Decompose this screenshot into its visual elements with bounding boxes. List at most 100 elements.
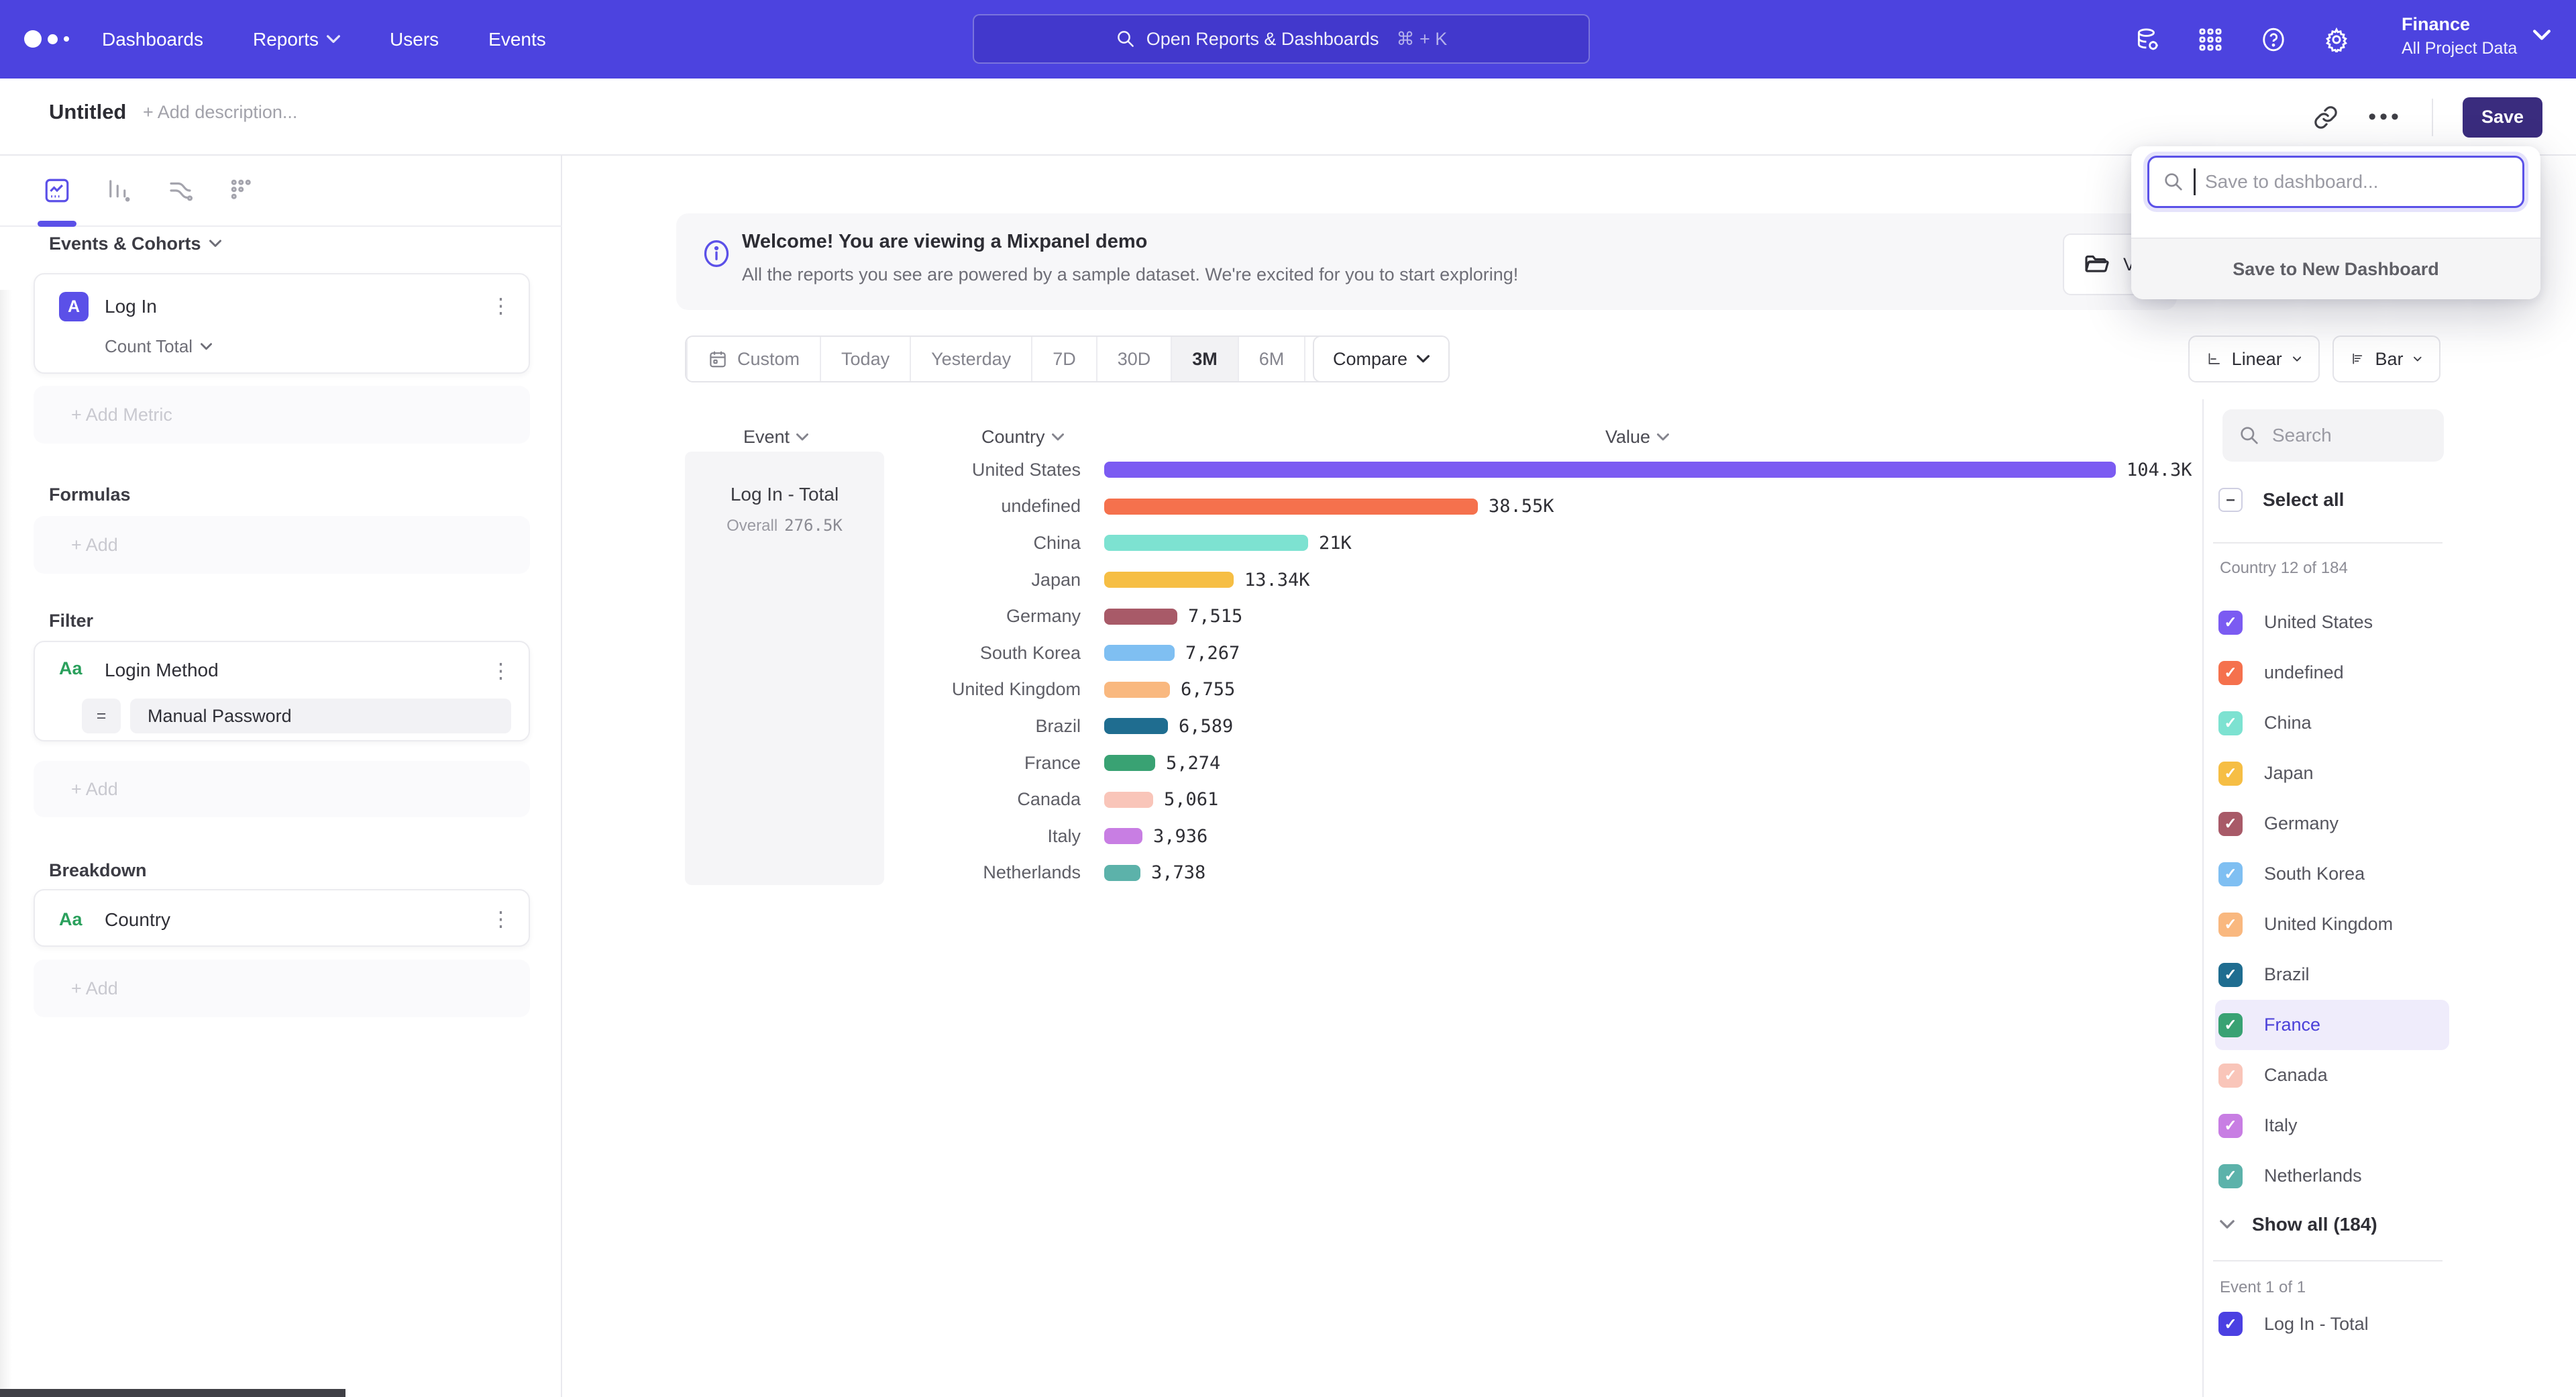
country-column-header[interactable]: Country: [981, 427, 1064, 448]
global-search-button[interactable]: Open Reports & Dashboards ⌘ + K: [973, 14, 1590, 64]
date-range-segment[interactable]: 30D: [1096, 337, 1171, 381]
apps-grid-icon[interactable]: [2196, 25, 2224, 54]
country-filter-row[interactable]: ✓ France: [2215, 1000, 2449, 1050]
add-formula-button[interactable]: + Add: [34, 516, 530, 574]
save-dashboard-search-input[interactable]: Save to dashboard...: [2147, 156, 2524, 208]
checked-checkbox[interactable]: ✓: [2218, 812, 2243, 836]
checked-checkbox[interactable]: ✓: [2218, 1312, 2243, 1336]
bar[interactable]: [1104, 682, 1170, 698]
date-range-segment[interactable]: 3M: [1171, 337, 1238, 381]
breakdown-property-name[interactable]: Country: [105, 909, 170, 931]
filter-operator[interactable]: =: [82, 698, 121, 733]
bar[interactable]: [1104, 755, 1155, 771]
events-cohorts-heading[interactable]: Events & Cohorts: [0, 234, 562, 254]
bar[interactable]: [1104, 865, 1140, 881]
checked-checkbox[interactable]: ✓: [2218, 913, 2243, 937]
bar-value-label: 3,738: [1151, 862, 1205, 883]
copy-link-icon[interactable]: [2313, 105, 2339, 130]
checked-checkbox[interactable]: ✓: [2218, 1164, 2243, 1188]
country-filter-row[interactable]: ✓ Brazil: [2204, 949, 2576, 1000]
mixpanel-logo-icon[interactable]: [24, 25, 98, 52]
country-filter-row[interactable]: ✓ Netherlands: [2204, 1151, 2576, 1201]
checked-checkbox[interactable]: ✓: [2218, 1064, 2243, 1088]
bar[interactable]: [1104, 828, 1142, 844]
chevron-down-icon[interactable]: [2533, 30, 2551, 45]
breakdown-kebab-menu[interactable]: ⋮: [490, 908, 511, 931]
metric-aggregation[interactable]: Count Total: [105, 336, 212, 357]
checked-checkbox[interactable]: ✓: [2218, 611, 2243, 635]
checked-checkbox[interactable]: ✓: [2218, 762, 2243, 786]
report-title[interactable]: Untitled: [49, 100, 126, 124]
save-to-new-dashboard-button[interactable]: Save to New Dashboard: [2131, 238, 2540, 299]
more-options-button[interactable]: •••: [2368, 104, 2402, 130]
bar[interactable]: [1104, 792, 1153, 808]
metric-card[interactable]: A Log In ⋮ Count Total: [34, 273, 530, 374]
checked-checkbox[interactable]: ✓: [2218, 661, 2243, 685]
date-range-segment[interactable]: Today: [820, 337, 910, 381]
country-filter-row[interactable]: ✓ Canada: [2204, 1050, 2576, 1100]
project-switcher[interactable]: Finance All Project Data: [2402, 11, 2517, 59]
bar[interactable]: [1104, 499, 1478, 515]
checked-checkbox[interactable]: ✓: [2218, 1013, 2243, 1037]
checked-checkbox[interactable]: ✓: [2218, 862, 2243, 886]
checked-checkbox[interactable]: ✓: [2218, 1114, 2243, 1138]
country-filter-row[interactable]: ✓ Japan: [2204, 748, 2576, 798]
country-filter-row[interactable]: ✓ China: [2204, 698, 2576, 748]
country-filter-row[interactable]: ✓ United Kingdom: [2204, 899, 2576, 949]
breakdown-section: Breakdown: [0, 860, 562, 881]
bar[interactable]: [1104, 645, 1175, 661]
country-filter-row[interactable]: ✓ Germany: [2204, 798, 2576, 849]
select-all-checkbox[interactable]: –: [2218, 488, 2243, 512]
nav-item[interactable]: Events: [488, 29, 546, 50]
show-all-toggle[interactable]: Show all (184): [2220, 1208, 2377, 1241]
country-filter-row[interactable]: ✓ undefined: [2204, 648, 2576, 698]
filter-kebab-menu[interactable]: ⋮: [490, 660, 511, 682]
y-axis-scale-button[interactable]: Linear: [2188, 335, 2320, 382]
tab-flows[interactable]: [165, 166, 196, 215]
metric-event-name[interactable]: Log In: [105, 296, 157, 317]
event-summary-panel[interactable]: Log In - Total Overall276.5K: [685, 452, 884, 885]
nav-item[interactable]: Users: [390, 29, 439, 50]
date-range-segment[interactable]: 7D: [1031, 337, 1096, 381]
filter-card[interactable]: Aa Login Method ⋮ = Manual Password: [34, 641, 530, 741]
data-settings-icon[interactable]: [2133, 25, 2161, 54]
select-all-row[interactable]: – Select all: [2218, 488, 2344, 512]
chart-type-button[interactable]: Bar: [2332, 335, 2440, 382]
formulas-section: Formulas: [0, 484, 562, 505]
add-breakdown-button[interactable]: + Add: [34, 960, 530, 1017]
checked-checkbox[interactable]: ✓: [2218, 963, 2243, 987]
chevron-down-icon: [2293, 355, 2301, 364]
add-filter-button[interactable]: + Add: [34, 761, 530, 817]
breakdown-card[interactable]: Aa Country ⋮: [34, 889, 530, 947]
bar[interactable]: [1104, 718, 1168, 734]
gear-icon[interactable]: [2322, 25, 2351, 54]
filter-value[interactable]: Manual Password: [130, 698, 511, 733]
help-icon[interactable]: [2259, 25, 2288, 54]
country-filter-row[interactable]: ✓ Italy: [2204, 1100, 2576, 1151]
event-column-header[interactable]: Event: [743, 427, 808, 448]
value-column-header[interactable]: Value: [1605, 427, 1669, 448]
country-filter-row[interactable]: ✓ United States: [2204, 597, 2576, 648]
country-filter-row[interactable]: ✓ South Korea: [2204, 849, 2576, 899]
tab-funnels[interactable]: [103, 166, 134, 215]
metric-kebab-menu[interactable]: ⋮: [490, 295, 511, 317]
compare-button[interactable]: Compare: [1313, 335, 1450, 382]
checked-checkbox[interactable]: ✓: [2218, 711, 2243, 735]
add-description-field[interactable]: + Add description...: [143, 102, 297, 123]
tab-insights[interactable]: [42, 166, 72, 215]
bar[interactable]: [1104, 535, 1308, 551]
event-filter-row[interactable]: ✓ Log In - Total: [2218, 1312, 2369, 1336]
tab-retention[interactable]: [227, 166, 258, 215]
bar[interactable]: [1104, 609, 1177, 625]
bar[interactable]: [1104, 462, 2116, 478]
add-metric-button[interactable]: + Add Metric: [34, 386, 530, 444]
nav-item[interactable]: Dashboards: [102, 29, 203, 50]
date-range-segment[interactable]: 6M: [1238, 337, 1305, 381]
date-range-segment[interactable]: Yesterday: [910, 337, 1031, 381]
filter-property-name[interactable]: Login Method: [105, 660, 219, 681]
date-range-segment[interactable]: Custom: [686, 337, 820, 381]
bar[interactable]: [1104, 572, 1234, 588]
save-button[interactable]: Save: [2463, 97, 2542, 138]
segment-search-input[interactable]: Search: [2222, 409, 2444, 462]
nav-item[interactable]: Reports: [253, 29, 340, 50]
